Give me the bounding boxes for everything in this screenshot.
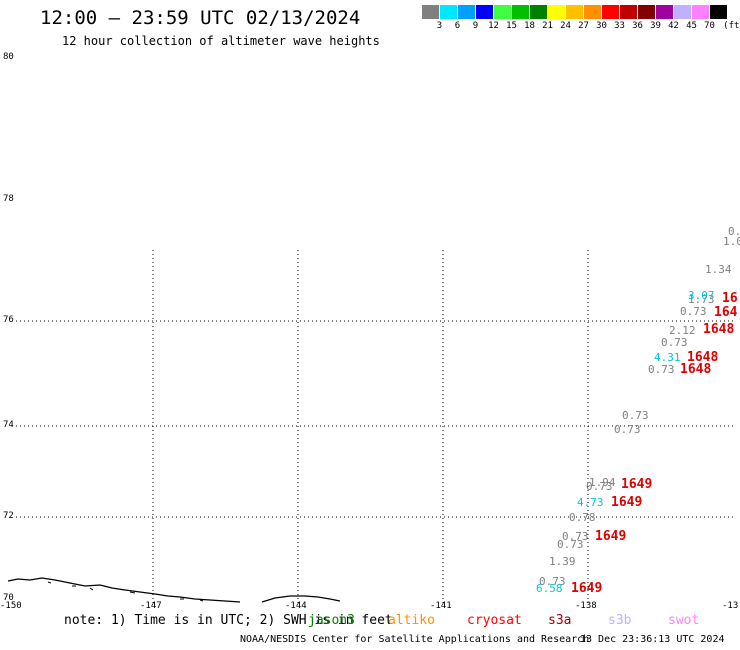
observation-wave-height: 0.73 <box>586 480 613 493</box>
generated-timestamp: 13 Dec 23:36:13 UTC 2024 <box>580 634 725 645</box>
observation-time-label: 1649 <box>611 495 643 510</box>
legend-tick-label: 27 <box>578 21 589 31</box>
legend-swatch <box>692 5 709 19</box>
legend-tick-label: 9 <box>472 21 479 31</box>
observation-time-label: 1648 <box>680 362 712 377</box>
observation-wave-height: 0.73 <box>539 575 566 588</box>
legend-swatch <box>638 5 655 19</box>
observation-time-label: 1649 <box>571 581 603 596</box>
legend-swatch <box>494 5 511 19</box>
observation-wave-height: 0.73 <box>562 530 589 543</box>
satellite-label-swot: swot <box>668 613 700 628</box>
observation-time-label: 1649 <box>595 529 627 544</box>
observation-wave-height: 0.73 <box>614 423 641 436</box>
footer-note-row: note: 1) Time is in UTC; 2) SWH is in fe… <box>0 613 740 631</box>
map-title: 12:00 – 23:59 UTC 02/13/2024 <box>40 7 361 29</box>
legend-swatch <box>710 5 727 19</box>
satellite-label-jason3: jason3 <box>308 613 355 628</box>
observation-time-label: 164 <box>714 305 738 320</box>
coastline-islands <box>47 581 204 602</box>
legend-unit: (ft) <box>723 21 740 31</box>
observation-time-label: 16 <box>722 291 738 306</box>
legend-swatch <box>548 5 565 19</box>
legend-swatch <box>512 5 529 19</box>
alaska-coastline <box>7 577 341 603</box>
observation-wave-height: 2.12 <box>669 324 696 337</box>
legend-swatch <box>602 5 619 19</box>
observation-wave-height: 4.31 <box>654 351 681 364</box>
lon-label-138: -138 <box>575 601 597 611</box>
legend-tick-label: 15 <box>506 21 517 31</box>
observation-wave-height: 4.73 <box>577 496 604 509</box>
observation-wave-height: 0.78 <box>569 511 596 524</box>
observation-wave-height: 1.94 <box>589 476 616 489</box>
legend-tick-label: 3 <box>436 21 443 31</box>
legend-swatch <box>674 5 691 19</box>
observation-wave-height: 0.73 <box>622 409 649 422</box>
credit-text: NOAA/NESDIS Center for Satellite Applica… <box>240 634 590 645</box>
observation-wave-height: 3.07 <box>688 289 715 302</box>
legend-tick-label: 70 <box>704 21 715 31</box>
observation-wave-height: 0.73 <box>557 538 584 551</box>
satellite-label-s3b: s3b <box>608 613 632 628</box>
lat-label-72: 72 <box>3 511 14 521</box>
observation-wave-height: 1.34 <box>705 263 732 276</box>
observation-wave-height: 6.58 <box>536 582 563 595</box>
lat-label-80: 80 <box>3 52 14 62</box>
satellite-label-s3a: s3a <box>548 613 572 628</box>
legend-tick-label: 36 <box>632 21 643 31</box>
lon-label-150: -150 <box>0 601 22 611</box>
observation-wave-height: 1.0 <box>723 235 740 248</box>
observation-wave-height: 0.73 <box>680 305 707 318</box>
legend-tick-label: 21 <box>542 21 553 31</box>
legend-tick-label: 30 <box>596 21 607 31</box>
satellite-label-cryosat: cryosat <box>467 613 522 628</box>
legend-swatch <box>620 5 637 19</box>
map-subtitle: 12 hour collection of altimeter wave hei… <box>62 34 380 48</box>
legend-swatch <box>584 5 601 19</box>
legend-tick-label: 39 <box>650 21 661 31</box>
observation-wave-height: 0.73 <box>661 336 688 349</box>
observation-time-label: 1648 <box>703 322 735 337</box>
legend-swatch <box>566 5 583 19</box>
lon-label-147: -147 <box>140 601 162 611</box>
legend-swatch <box>440 5 457 19</box>
footer-note: note: 1) Time is in UTC; 2) SWH is in fe… <box>64 613 393 628</box>
lat-label-76: 76 <box>3 315 14 325</box>
lat-label-74: 74 <box>3 420 14 430</box>
legend-tick-label: 18 <box>524 21 535 31</box>
legend-tick-label: 42 <box>668 21 679 31</box>
observation-wave-height: 1.73 <box>688 293 715 306</box>
legend-tick-label: 6 <box>454 21 461 31</box>
lat-label-78: 78 <box>3 194 14 204</box>
legend-tick-label: 33 <box>614 21 625 31</box>
observation-wave-height: 0.73 <box>648 363 675 376</box>
legend-tick-label: 45 <box>686 21 697 31</box>
lon-label-144: -144 <box>285 601 307 611</box>
observation-time-label: 1648 <box>687 350 719 365</box>
satellite-label-altiko: altiko <box>388 613 435 628</box>
legend-tick-label: 12 <box>488 21 499 31</box>
lat-label-70: 70 <box>3 593 14 603</box>
observation-wave-height: 0. <box>728 225 740 238</box>
legend-swatch <box>530 5 547 19</box>
lon-label-135: -13 <box>722 601 739 611</box>
legend-swatch <box>656 5 673 19</box>
legend-tick-label: 24 <box>560 21 571 31</box>
lon-label-141: -141 <box>430 601 452 611</box>
observation-wave-height: 1.39 <box>549 555 576 568</box>
legend-swatch <box>476 5 493 19</box>
legend-swatch <box>458 5 475 19</box>
observation-time-label: 1649 <box>621 477 653 492</box>
legend-swatch <box>422 5 439 19</box>
